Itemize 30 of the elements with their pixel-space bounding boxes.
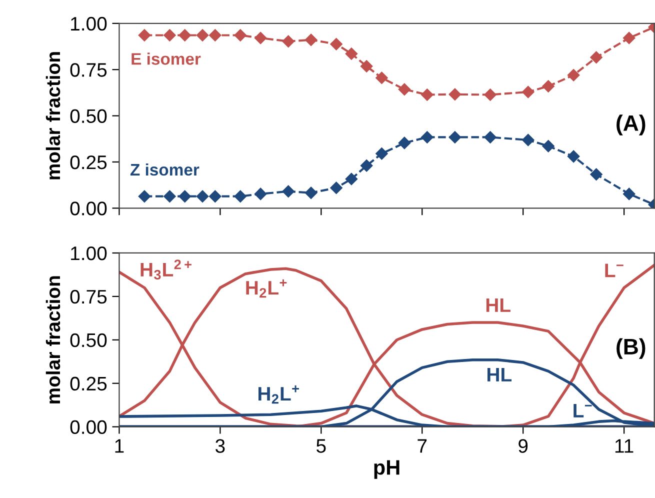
y-tick-label: 1.00 [71, 16, 107, 31]
y-axis-title: molar fraction [46, 276, 60, 404]
y-tick-label: 0.75 [70, 290, 107, 304]
series-label: H$_{2}$L$^{+}$ [246, 279, 287, 298]
annotation: (A) [616, 114, 646, 136]
series-label: L$^{−}$ [574, 404, 592, 418]
y-tick-label: 0.25 [70, 376, 107, 391]
x-tick-label: 3 [216, 439, 225, 453]
series-label: H$_{2}$L$^{+}$ [258, 385, 299, 404]
y-tick-label: 0.50 [70, 109, 107, 124]
series-label: E isomer [132, 52, 201, 65]
y-tick-label: 0.25 [70, 155, 107, 170]
series-label: HL [486, 298, 510, 312]
y-axis-title: molar fraction [46, 52, 60, 180]
series-label: Z isomer [130, 163, 200, 176]
series-label: HL [487, 368, 512, 382]
series-label: H$_{3}$L$^{2+}$ [140, 260, 192, 280]
y-tick-label: 1.00 [71, 246, 107, 260]
x-tick-label: 1 [115, 439, 124, 453]
y-tick-label: 0.75 [70, 63, 107, 77]
x-axis-title: pH [374, 460, 400, 479]
series-label: L$^{−}$ [605, 264, 624, 278]
y-tick-label: 0.50 [70, 333, 107, 348]
annotation: (B) [616, 338, 646, 359]
x-tick-label: 5 [316, 439, 326, 453]
x-tick-label: 11 [615, 439, 634, 453]
x-tick-label: 9 [518, 439, 528, 453]
y-tick-label: 0.00 [70, 202, 107, 216]
y-tick-label: 0.00 [70, 420, 107, 434]
x-tick-label: 7 [418, 439, 427, 453]
